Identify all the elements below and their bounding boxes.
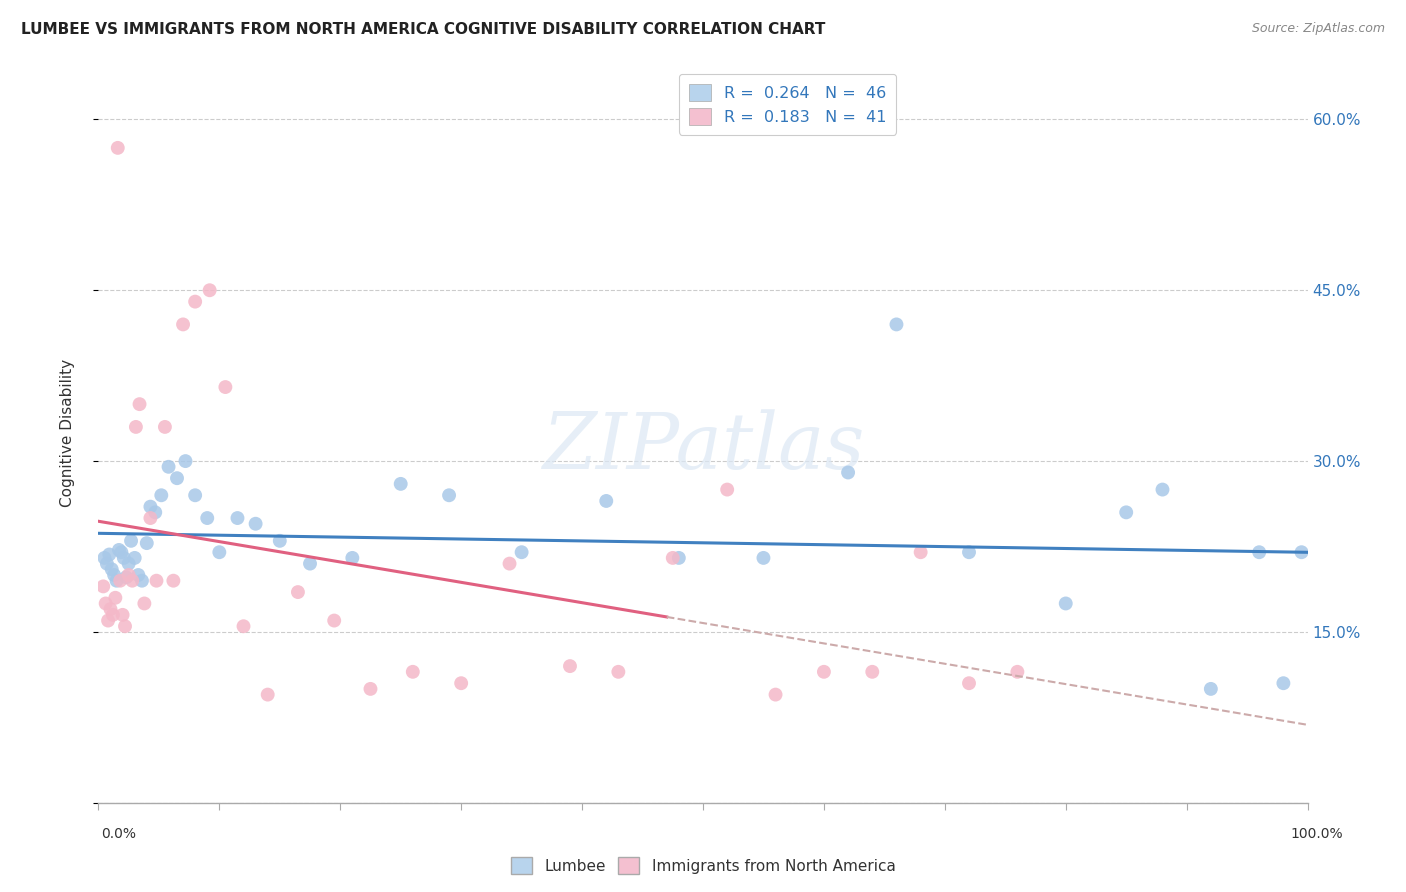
Point — [1007, 665, 1029, 679]
Point — [323, 614, 346, 628]
Point — [101, 607, 124, 622]
Point — [112, 550, 135, 565]
Point — [97, 614, 120, 628]
Point — [1291, 545, 1313, 559]
Y-axis label: Cognitive Disability: Cognitive Disability — [60, 359, 75, 507]
Point — [1199, 681, 1222, 696]
Point — [607, 665, 630, 679]
Legend: Lumbee, Immigrants from North America: Lumbee, Immigrants from North America — [505, 851, 901, 880]
Point — [135, 536, 157, 550]
Point — [558, 659, 581, 673]
Point — [143, 505, 166, 519]
Point — [153, 420, 176, 434]
Point — [127, 568, 149, 582]
Point — [256, 688, 278, 702]
Point — [402, 665, 425, 679]
Point — [105, 574, 128, 588]
Point — [437, 488, 460, 502]
Point — [118, 557, 141, 571]
Point — [114, 619, 136, 633]
Point — [716, 483, 738, 497]
Point — [860, 665, 883, 679]
Point — [120, 533, 142, 548]
Point — [813, 665, 835, 679]
Point — [94, 597, 117, 611]
Point — [198, 283, 221, 297]
Point — [208, 545, 231, 559]
Point — [1115, 505, 1137, 519]
Point — [108, 543, 131, 558]
Text: 0.0%: 0.0% — [101, 827, 136, 841]
Point — [226, 511, 249, 525]
Point — [131, 574, 153, 588]
Point — [104, 591, 127, 605]
Point — [1272, 676, 1295, 690]
Legend: R =  0.264   N =  46, R =  0.183   N =  41: R = 0.264 N = 46, R = 0.183 N = 41 — [679, 74, 896, 135]
Text: ZIPatlas: ZIPatlas — [541, 409, 865, 485]
Point — [134, 597, 156, 611]
Point — [1249, 545, 1271, 559]
Point — [107, 141, 129, 155]
Point — [100, 602, 122, 616]
Point — [595, 494, 617, 508]
Point — [269, 533, 291, 548]
Point — [299, 557, 322, 571]
Point — [93, 550, 115, 565]
Point — [1054, 597, 1077, 611]
Point — [214, 380, 236, 394]
Point — [195, 511, 218, 525]
Point — [498, 557, 520, 571]
Point — [108, 574, 131, 588]
Point — [121, 574, 143, 588]
Point — [752, 550, 775, 565]
Point — [184, 488, 207, 502]
Point — [111, 607, 134, 622]
Point — [957, 676, 980, 690]
Point — [103, 568, 125, 582]
Point — [139, 511, 162, 525]
Point — [765, 688, 787, 702]
Point — [145, 574, 167, 588]
Point — [661, 550, 683, 565]
Text: LUMBEE VS IMMIGRANTS FROM NORTH AMERICA COGNITIVE DISABILITY CORRELATION CHART: LUMBEE VS IMMIGRANTS FROM NORTH AMERICA … — [21, 22, 825, 37]
Point — [91, 579, 114, 593]
Point — [139, 500, 162, 514]
Point — [98, 548, 121, 562]
Point — [245, 516, 267, 531]
Point — [125, 420, 148, 434]
Point — [100, 562, 122, 576]
Point — [510, 545, 533, 559]
Text: 100.0%: 100.0% — [1291, 827, 1343, 841]
Point — [232, 619, 254, 633]
Point — [360, 681, 382, 696]
Point — [287, 585, 309, 599]
Point — [668, 550, 690, 565]
Point — [110, 545, 132, 559]
Point — [886, 318, 908, 332]
Point — [389, 476, 412, 491]
Point — [150, 488, 173, 502]
Point — [157, 459, 180, 474]
Point — [166, 471, 188, 485]
Text: Source: ZipAtlas.com: Source: ZipAtlas.com — [1251, 22, 1385, 36]
Point — [128, 397, 150, 411]
Point — [1152, 483, 1174, 497]
Point — [342, 550, 364, 565]
Point — [124, 550, 146, 565]
Point — [115, 570, 138, 584]
Point — [910, 545, 932, 559]
Point — [957, 545, 980, 559]
Point — [118, 568, 141, 582]
Point — [174, 454, 197, 468]
Point — [837, 466, 859, 480]
Point — [184, 294, 207, 309]
Point — [172, 318, 194, 332]
Point — [162, 574, 184, 588]
Point — [96, 557, 118, 571]
Point — [450, 676, 472, 690]
